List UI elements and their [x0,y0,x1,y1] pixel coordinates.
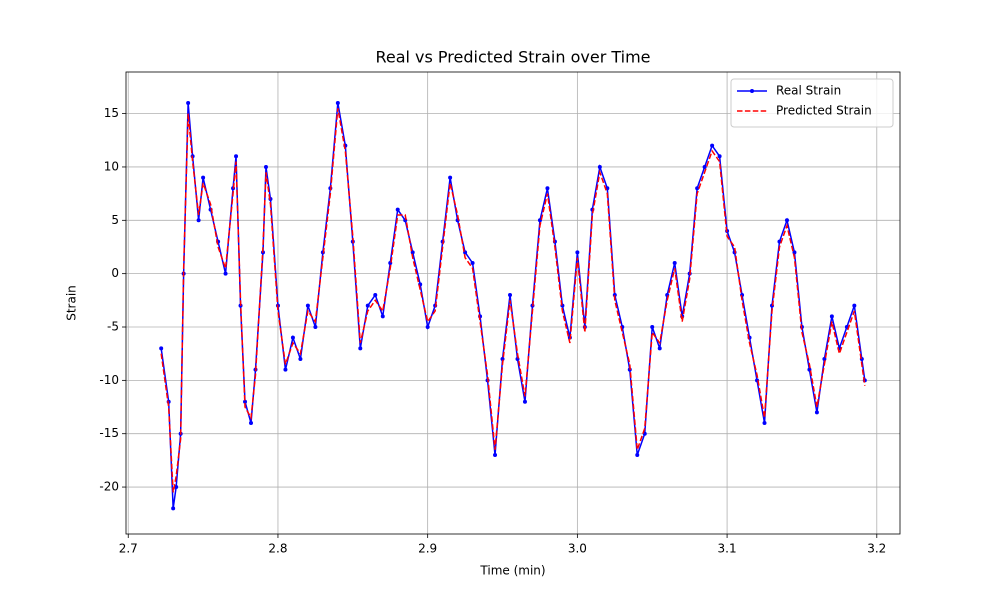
y-tick-label: 0 [111,266,119,280]
legend-marker [750,89,754,93]
legend-label: Real Strain [776,84,841,98]
series-marker [305,303,310,308]
series-marker [249,421,254,426]
y-tick-label: -15 [99,426,119,440]
series-marker [186,100,191,105]
series-marker [171,506,176,511]
series-line [160,108,866,493]
y-axis-label: Strain [65,285,79,321]
series-marker [545,186,550,191]
chart-title: Real vs Predicted Strain over Time [375,48,650,67]
series-marker [159,346,164,351]
series-marker [635,453,640,458]
series-marker [702,164,707,169]
series-marker [174,485,179,490]
x-tick-label: 3.1 [718,542,737,556]
legend-box [730,78,894,128]
y-tick-label: -20 [99,480,119,494]
series-marker [522,399,527,404]
x-axis-label: Time (min) [479,564,545,578]
series-marker [196,218,201,223]
series-marker [508,292,513,297]
series-marker [852,303,857,308]
series-marker [597,164,602,169]
series-marker [829,314,834,319]
series-marker [283,367,288,372]
x-tick-label: 2.9 [418,542,437,556]
x-tick-label: 3.2 [867,542,886,556]
series-marker [672,260,677,265]
series-marker [762,421,767,426]
series-marker [425,325,430,330]
series-marker [792,250,797,255]
series-marker [493,453,498,458]
series-marker [243,399,248,404]
series-marker [410,250,415,255]
series-marker [470,260,475,265]
plot-frame [125,71,901,535]
series-marker [263,164,268,169]
x-tick-label: 2.7 [119,542,138,556]
series-marker [373,292,378,297]
y-tick-label: 10 [104,159,119,173]
series-marker [784,218,789,223]
y-tick-label: -5 [107,320,119,334]
series-marker [358,346,363,351]
y-tick-label: 15 [104,106,119,120]
series-marker [822,357,827,362]
series-marker [575,250,580,255]
series-marker [710,143,715,148]
y-tick-label: -10 [99,373,119,387]
x-tick-label: 3.0 [568,542,587,556]
x-tick-label: 2.8 [268,542,287,556]
series-marker [298,357,303,362]
series-marker [234,154,239,159]
series-marker [657,346,662,351]
series-marker [223,271,228,276]
series-marker [201,175,206,180]
legend-label: Predicted Strain [776,104,872,118]
series-marker [650,325,655,330]
series-marker [365,303,370,308]
y-tick-label: 5 [111,213,119,227]
series-marker [814,410,819,415]
series-marker [380,314,385,319]
series-marker [448,175,453,180]
series-marker [313,325,318,330]
series-marker [395,207,400,212]
series-marker [290,335,295,340]
series-marker [695,186,700,191]
series-marker [717,154,722,159]
series-marker [335,100,340,105]
